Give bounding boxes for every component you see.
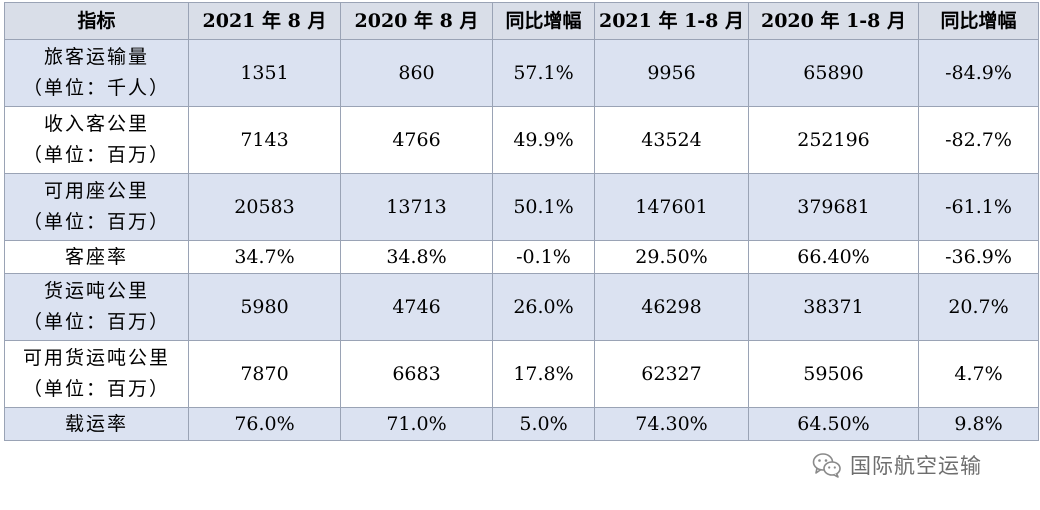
header-2021-ytd: 2021 年 1-8 月 [594, 2, 749, 40]
header-2020-aug: 2020 年 8 月 [340, 2, 493, 40]
metric-unit: （单位：百万） [22, 311, 170, 333]
table-row: 旅客运输量 （单位：千人） 1351 860 57.1% 9956 65890 … [4, 39, 1039, 107]
value-cell: 4746 [340, 273, 493, 341]
metric-cell: 货运吨公里 （单位：百万） [4, 273, 189, 341]
header-row: 指标 2021 年 8 月 2020 年 8 月 同比增幅 2021 年 1-8… [4, 2, 1039, 40]
metric-unit: （单位：百万） [22, 378, 170, 400]
value-cell: 26.0% [492, 273, 595, 341]
value-cell: 57.1% [492, 39, 595, 107]
table-row: 客座率 34.7% 34.8% -0.1% 29.50% 66.40% -36.… [4, 240, 1039, 274]
metric-name: 客座率 [64, 245, 128, 268]
value-cell: 9956 [594, 39, 749, 107]
value-cell: -84.9% [918, 39, 1039, 107]
value-cell: 5980 [188, 273, 341, 341]
value-cell: 20.7% [918, 273, 1039, 341]
value-cell: 4766 [340, 106, 493, 174]
metric-cell: 载运率 [4, 407, 189, 441]
value-cell: -82.7% [918, 106, 1039, 174]
value-cell: 62327 [594, 340, 749, 408]
value-cell: 34.7% [188, 240, 341, 274]
value-cell: 49.9% [492, 106, 595, 174]
header-2020-ytd: 2020 年 1-8 月 [748, 2, 919, 40]
value-cell: 38371 [748, 273, 919, 341]
value-cell: 379681 [748, 173, 919, 241]
table-row: 可用货运吨公里 （单位：百万） 7870 6683 17.8% 62327 59… [4, 340, 1039, 408]
value-cell: 860 [340, 39, 493, 107]
header-yoy-month: 同比增幅 [492, 2, 595, 40]
value-cell: 9.8% [918, 407, 1039, 441]
value-cell: 252196 [748, 106, 919, 174]
value-cell: 76.0% [188, 407, 341, 441]
value-cell: -61.1% [918, 173, 1039, 241]
value-cell: 7143 [188, 106, 341, 174]
value-cell: 50.1% [492, 173, 595, 241]
value-cell: 20583 [188, 173, 341, 241]
value-cell: 34.8% [340, 240, 493, 274]
value-cell: 147601 [594, 173, 749, 241]
value-cell: 64.50% [748, 407, 919, 441]
wechat-watermark: 国际航空运输 [812, 450, 982, 480]
metric-cell: 客座率 [4, 240, 189, 274]
metric-name: 可用座公里 [43, 180, 149, 202]
metric-cell: 旅客运输量 （单位：千人） [4, 39, 189, 107]
metric-unit: （单位：百万） [22, 144, 170, 166]
value-cell: 1351 [188, 39, 341, 107]
metric-name: 可用货运吨公里 [22, 347, 170, 369]
value-cell: 46298 [594, 273, 749, 341]
table-row: 可用座公里 （单位：百万） 20583 13713 50.1% 147601 3… [4, 173, 1039, 241]
header-metric: 指标 [4, 2, 189, 40]
metric-name: 货运吨公里 [43, 280, 149, 302]
header-yoy-ytd: 同比增幅 [918, 2, 1039, 40]
value-cell: 6683 [340, 340, 493, 408]
value-cell: 4.7% [918, 340, 1039, 408]
value-cell: 43524 [594, 106, 749, 174]
metric-unit: （单位：千人） [22, 77, 170, 99]
value-cell: -0.1% [492, 240, 595, 274]
value-cell: 13713 [340, 173, 493, 241]
wechat-icon [812, 453, 841, 478]
value-cell: -36.9% [918, 240, 1039, 274]
metric-cell: 可用座公里 （单位：百万） [4, 173, 189, 241]
value-cell: 5.0% [492, 407, 595, 441]
metric-name: 载运率 [64, 412, 128, 435]
table-row: 载运率 76.0% 71.0% 5.0% 74.30% 64.50% 9.8% [4, 407, 1039, 441]
metric-cell: 收入客公里 （单位：百万） [4, 106, 189, 174]
value-cell: 59506 [748, 340, 919, 408]
metric-name: 收入客公里 [43, 113, 149, 135]
value-cell: 71.0% [340, 407, 493, 441]
table-row: 收入客公里 （单位：百万） 7143 4766 49.9% 43524 2521… [4, 106, 1039, 174]
metric-unit: （单位：百万） [22, 211, 170, 233]
value-cell: 66.40% [748, 240, 919, 274]
table-row: 货运吨公里 （单位：百万） 5980 4746 26.0% 46298 3837… [4, 273, 1039, 341]
airline-traffic-table: 指标 2021 年 8 月 2020 年 8 月 同比增幅 2021 年 1-8… [4, 2, 1039, 441]
metric-name: 旅客运输量 [43, 46, 149, 68]
value-cell: 74.30% [594, 407, 749, 441]
header-2021-aug: 2021 年 8 月 [188, 2, 341, 40]
metric-cell: 可用货运吨公里 （单位：百万） [4, 340, 189, 408]
value-cell: 17.8% [492, 340, 595, 408]
watermark-text: 国际航空运输 [850, 454, 982, 478]
value-cell: 29.50% [594, 240, 749, 274]
value-cell: 7870 [188, 340, 341, 408]
value-cell: 65890 [748, 39, 919, 107]
